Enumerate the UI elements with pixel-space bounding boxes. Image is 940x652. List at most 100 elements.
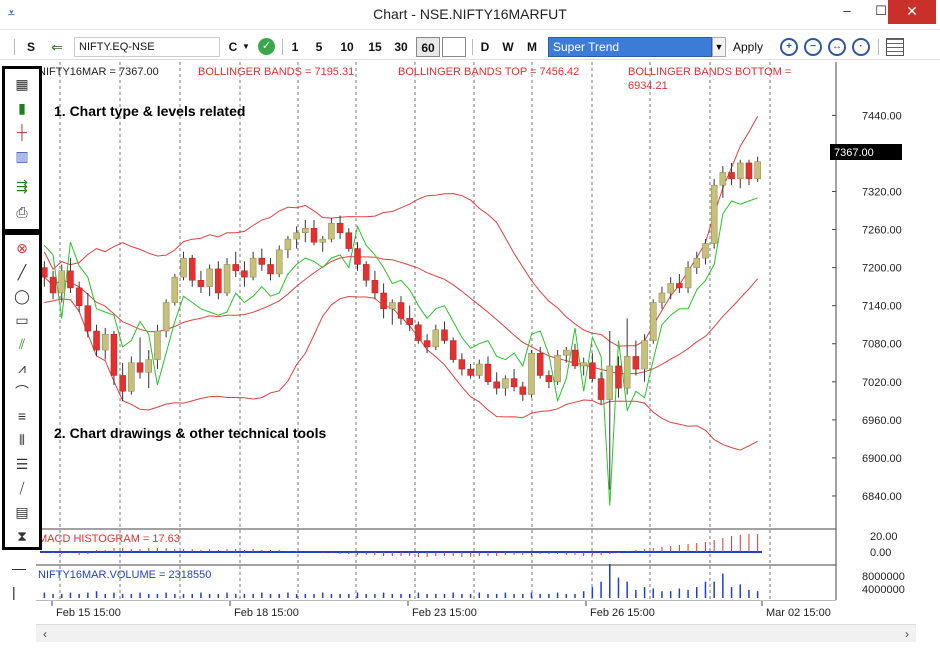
zoom-reset-icon[interactable]: · <box>852 38 870 56</box>
horizontal-line-tool-icon[interactable]: — <box>12 560 26 576</box>
chart-mode-dropdown-icon[interactable]: ▼ <box>242 42 250 51</box>
candle-up <box>145 359 152 373</box>
candle-down <box>136 362 144 373</box>
chart-mode-button[interactable]: C <box>228 40 238 54</box>
chart-toolbar: S ⇐ NIFTY.EQ-NSE C ▼ ✓ 1 5 10 15 30 60 D… <box>0 34 940 60</box>
grid-toggle-icon[interactable]: ▦ <box>15 76 29 92</box>
apply-button[interactable]: Apply <box>732 40 764 54</box>
period-30-button[interactable]: 30 <box>394 40 408 54</box>
scroll-right-icon[interactable]: › <box>905 627 909 641</box>
rectangle-icon[interactable]: ▭ <box>15 312 29 328</box>
scroll-left-icon[interactable]: ‹ <box>43 627 47 641</box>
horizontal-scrollbar[interactable]: ‹ › <box>36 624 916 642</box>
time-tick-label: Feb 26 15:00 <box>590 607 655 619</box>
candlestick-series <box>41 156 761 490</box>
candle-down <box>615 365 622 389</box>
candle-down <box>571 349 579 367</box>
vertical-line-tool-icon[interactable]: | <box>12 584 16 600</box>
price-tick-label: 7440.00 <box>862 110 902 122</box>
candle-up <box>563 349 570 356</box>
toolbar-separator <box>878 39 879 55</box>
s-button[interactable]: S <box>26 40 35 54</box>
trendline-icon[interactable]: ╱ <box>17 264 27 280</box>
fibonacci-retracement-icon[interactable]: ☰ <box>15 456 29 472</box>
zoom-fit-icon[interactable]: ↔ <box>828 38 846 56</box>
vertical-lines-icon[interactable]: ⦀ <box>18 432 26 448</box>
bar-chart-icon[interactable]: ▥ <box>15 148 29 164</box>
candlestick-icon[interactable]: ▮ <box>18 100 26 116</box>
daily-button[interactable]: D <box>480 40 490 54</box>
candle-up <box>249 257 257 278</box>
period-5-button[interactable]: 5 <box>315 40 323 54</box>
drawing-toolbar: ⊗ ╱ ◯ ▭ ⫽ ⩘ ⌒ ≡ ⦀ ☰ ⧸ ▤ ⧗ <box>2 232 42 550</box>
time-tick-label: Feb 23 15:00 <box>412 607 477 619</box>
candle-down <box>458 359 466 370</box>
price-axis: 7440.007380.007320.007260.007200.007140.… <box>832 110 902 503</box>
last-price-marker <box>830 144 902 160</box>
custom-period-input[interactable] <box>442 37 466 57</box>
time-tick-label: Mar 02 15:00 <box>766 607 831 619</box>
candle-down <box>267 264 274 275</box>
close-button[interactable]: ✕ <box>888 0 936 24</box>
candle-up <box>302 228 309 233</box>
candle-down <box>93 330 100 351</box>
price-tick-label: 7200.00 <box>862 263 902 275</box>
candle-up <box>702 243 709 259</box>
candle-down <box>232 264 239 272</box>
candle-down <box>362 264 370 281</box>
time-tick-label: Feb 18 15:00 <box>234 607 299 619</box>
candle-up <box>606 365 614 400</box>
delete-drawings-icon[interactable]: ⊗ <box>16 240 28 256</box>
period-15-button[interactable]: 15 <box>368 40 382 54</box>
period-1-button[interactable]: 1 <box>291 40 299 54</box>
bb-legend: BOLLINGER BANDS = 7195.31 <box>198 66 354 78</box>
candle-up <box>128 362 135 392</box>
period-10-button[interactable]: 10 <box>340 40 354 54</box>
candle-down <box>75 287 83 306</box>
measure-icon[interactable]: ⧗ <box>17 528 27 544</box>
horizontal-lines-icon[interactable]: ≡ <box>17 408 27 424</box>
candle-up <box>650 302 657 341</box>
ellipse-icon[interactable]: ◯ <box>14 288 30 304</box>
maximize-button[interactable]: ☐ <box>875 3 887 18</box>
gann-fan-icon[interactable]: ⧸ <box>19 480 25 496</box>
print-icon[interactable]: ⎙ <box>16 204 28 220</box>
candle-up <box>101 333 109 351</box>
monthly-button[interactable]: M <box>527 40 537 54</box>
candle-down <box>597 378 605 400</box>
price-legend: NIFTY16MAR = 7367.00 <box>38 66 159 78</box>
candle-up <box>180 257 187 278</box>
text-tool-icon[interactable]: ▤ <box>15 504 29 520</box>
zoom-in-icon[interactable]: + <box>780 38 798 56</box>
chart-type-toolbar: ▦ ▮ ┼ ▥ ⇶ ⎙ <box>2 66 42 232</box>
ohlc-bar-icon[interactable]: ┼ <box>17 124 27 140</box>
bb-top-legend: BOLLINGER BANDS TOP = 7456.42 <box>398 66 579 78</box>
candle-up <box>58 270 65 294</box>
candle-up <box>206 268 213 287</box>
candle-down <box>41 267 48 278</box>
channel-icon[interactable]: ⫽ <box>18 336 26 352</box>
go-button[interactable]: ✓ <box>258 38 275 55</box>
candle-down <box>84 305 92 332</box>
candle-down <box>110 333 118 376</box>
zoom-out-icon[interactable]: − <box>804 38 822 56</box>
candle-up <box>476 363 483 376</box>
price-level-icon[interactable]: ⇶ <box>16 178 28 194</box>
period-60-button[interactable]: 60 <box>416 37 440 57</box>
fibonacci-arc-icon[interactable]: ⌒ <box>15 384 29 400</box>
volume-tick-label: 8000000 <box>862 571 905 583</box>
candle-down <box>519 386 527 395</box>
candle-up <box>275 249 283 275</box>
grid-icon[interactable] <box>886 38 904 56</box>
indicator-select[interactable]: Super Trend <box>548 37 712 57</box>
candle-down <box>397 302 405 319</box>
indicator-dropdown-icon[interactable]: ▼ <box>712 37 726 57</box>
bb-bottom-legend: BOLLINGER BANDS BOTTOM = <box>628 66 791 78</box>
switch-symbol-icon[interactable]: ⇐ <box>51 39 63 55</box>
minimize-button[interactable]: – <box>843 3 851 18</box>
symbol-input[interactable]: NIFTY.EQ-NSE <box>74 37 220 57</box>
fan-lines-icon[interactable]: ⩘ <box>18 360 26 376</box>
time-tick-label: Feb 15 15:00 <box>56 607 121 619</box>
weekly-button[interactable]: W <box>502 40 514 54</box>
